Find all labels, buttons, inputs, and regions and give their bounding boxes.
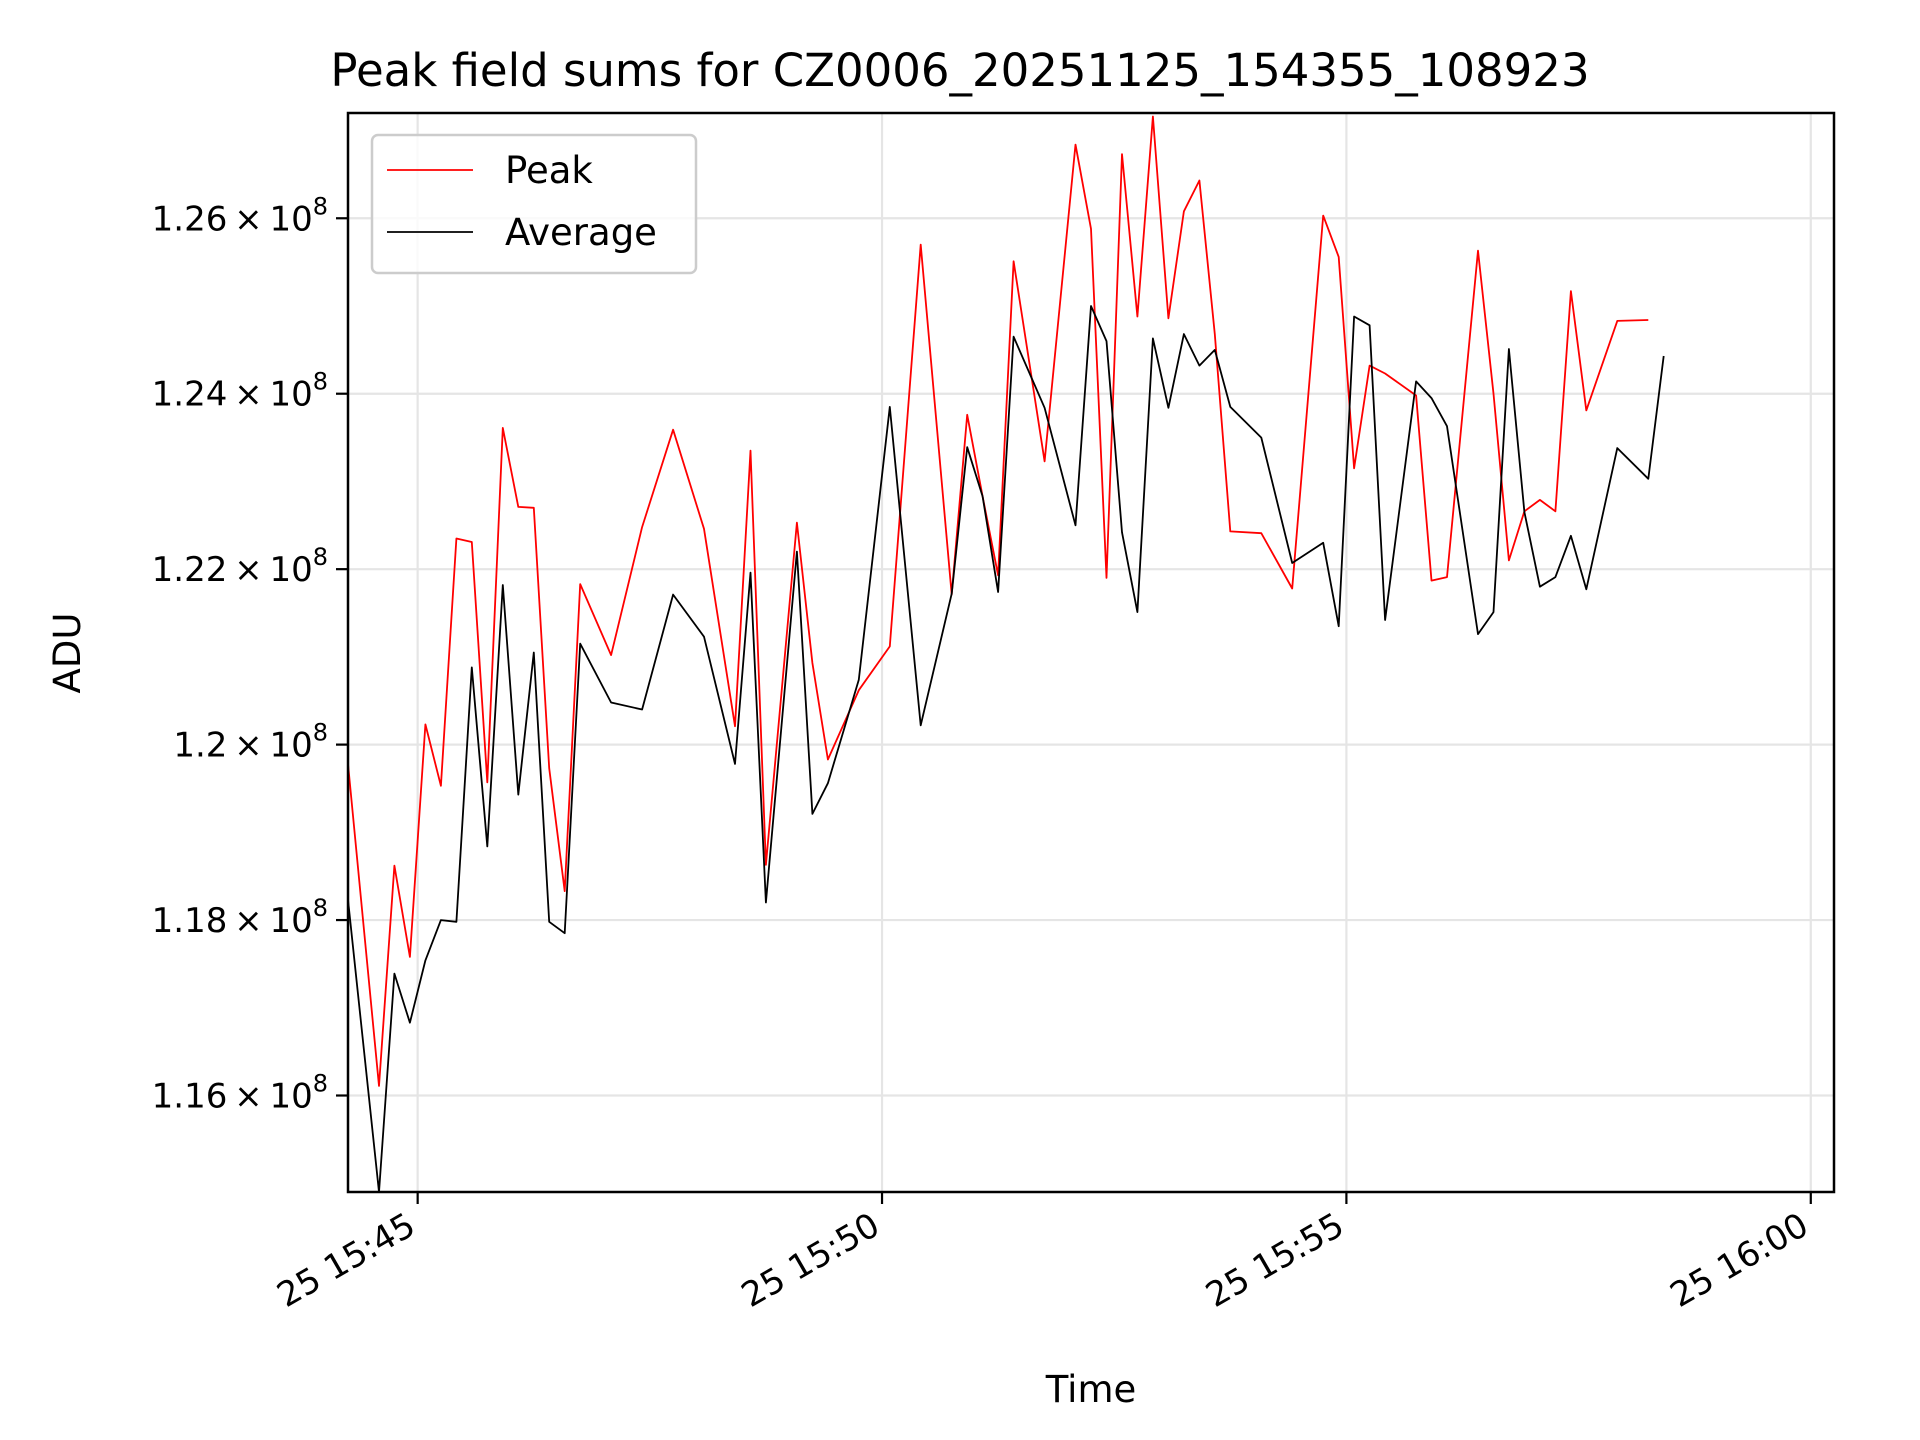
y-tick-label: 1.26 × 108 xyxy=(152,192,328,239)
y-tick-label: 1.16 × 108 xyxy=(152,1070,328,1117)
legend: Peak Average xyxy=(370,133,698,275)
legend-label-average: Average xyxy=(505,211,657,254)
series-layer xyxy=(348,115,1665,1192)
y-tick-label: 1.24 × 108 xyxy=(152,368,328,415)
series-line-average xyxy=(348,305,1665,1192)
y-tick-label: 1.22 × 108 xyxy=(152,543,328,590)
series-line-peak xyxy=(348,115,1649,1087)
plot-frame xyxy=(346,111,1836,1194)
grid xyxy=(348,113,1834,1192)
x-axis-label: Time xyxy=(1045,1368,1137,1411)
y-axis-label: ADU xyxy=(46,613,89,694)
y-tick-label: 1.18 × 108 xyxy=(152,894,328,941)
y-tick-label: 1.2 × 108 xyxy=(173,719,328,766)
y-axis: 1.16 × 108 1.18 × 108 1.2 × 108 1.22 × 108 1… xyxy=(152,192,348,1117)
legend-label-peak: Peak xyxy=(505,149,593,192)
chart-title: Peak field sums for CZ0006_20251125_1543… xyxy=(330,44,1589,97)
